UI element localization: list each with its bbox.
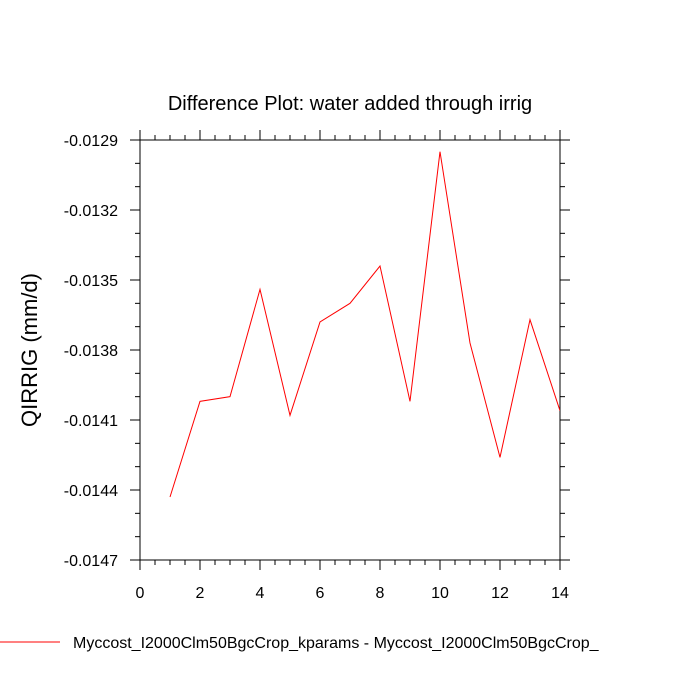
- x-tick-label: 12: [491, 585, 509, 602]
- chart-title: Difference Plot: water added through irr…: [168, 93, 532, 115]
- y-tick-label: -0.0135: [64, 273, 118, 290]
- y-axis-label: QIRRIG (mm/d): [17, 273, 42, 427]
- y-tick-label: -0.0132: [64, 203, 118, 220]
- x-tick-label: 2: [196, 585, 205, 602]
- axis-tick-labels: 0 2 4 6 8 10 12 14 -0.0129 -0.0132 -0.0135 -0.0138 -…: [64, 133, 569, 602]
- y-tick-label: -0.0129: [64, 133, 118, 150]
- x-tick-label: 8: [376, 585, 385, 602]
- plot-frame: [139, 139, 561, 561]
- y-tick-label: -0.0147: [64, 553, 118, 570]
- x-tick-label: 4: [256, 585, 265, 602]
- series-layer: [169, 151, 560, 498]
- y-tick-label: -0.0138: [64, 343, 118, 360]
- axis-ticks: [130, 130, 570, 570]
- y-tick-label: -0.0141: [64, 413, 118, 430]
- y-tick-label: -0.0144: [64, 483, 118, 500]
- legend-entry-label: Myccost_I2000Clm50BgcCrop_kparams - Mycc…: [73, 635, 600, 652]
- x-tick-label: 14: [551, 585, 569, 602]
- x-tick-label: 10: [431, 585, 449, 602]
- data-series-line: [169, 151, 560, 498]
- x-tick-label: 6: [316, 585, 325, 602]
- x-tick-label: 0: [136, 585, 145, 602]
